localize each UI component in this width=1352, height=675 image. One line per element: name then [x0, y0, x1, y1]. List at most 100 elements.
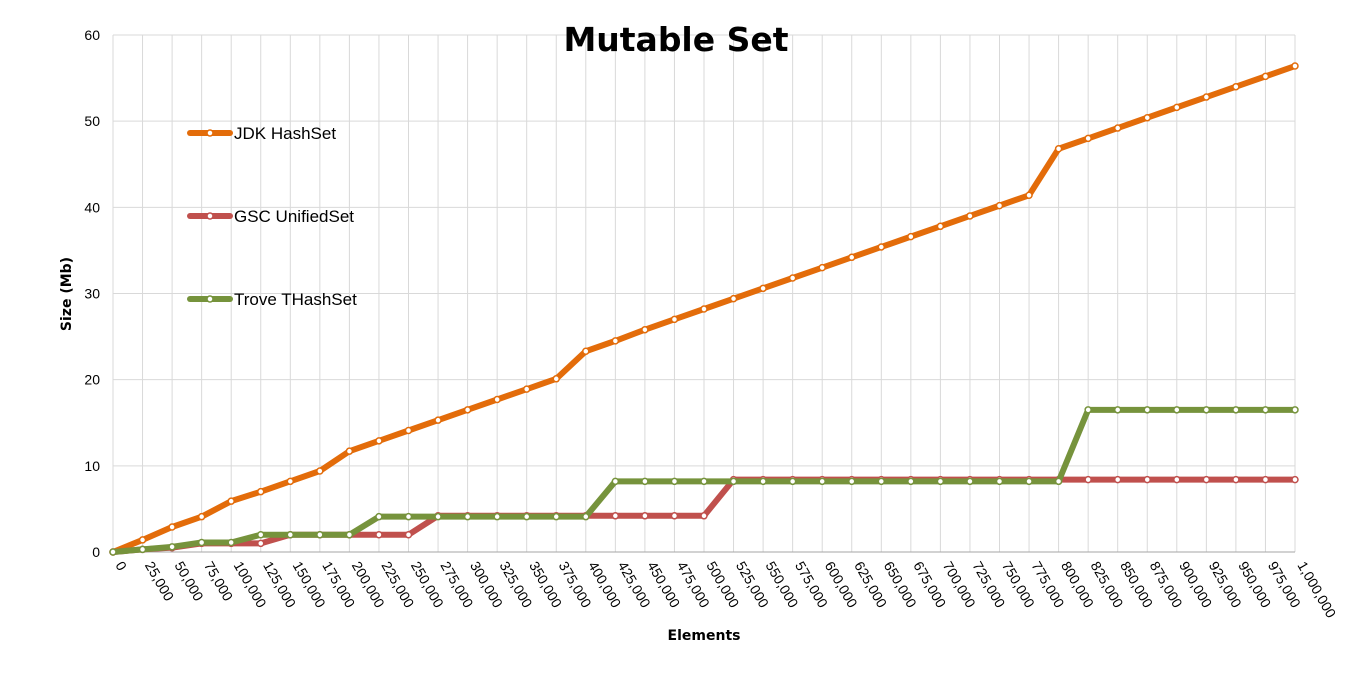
- x-tick-label: 1,000,000: [1294, 559, 1339, 621]
- data-point: [286, 477, 295, 486]
- data-point: [1054, 144, 1063, 153]
- data-point: [995, 477, 1004, 486]
- data-point: [316, 467, 324, 475]
- y-tick-label: 10: [84, 458, 100, 474]
- data-point: [936, 477, 945, 486]
- data-point: [1261, 72, 1270, 81]
- data-point: [109, 548, 117, 556]
- data-point: [316, 531, 324, 539]
- data-point: [257, 487, 265, 496]
- data-point: [375, 512, 383, 521]
- data-point: [1261, 406, 1270, 414]
- data-point: [434, 416, 442, 424]
- data-point: [611, 337, 620, 345]
- data-point: [493, 512, 501, 521]
- data-point: [522, 512, 531, 521]
- data-point: [641, 477, 649, 486]
- x-tick-labels: 0 25,00050,00075,000100,000125,000150,000…: [112, 559, 1339, 621]
- data-point: [848, 253, 856, 262]
- data-point: [1084, 134, 1092, 143]
- data-point: [1202, 93, 1211, 101]
- data-point: [286, 531, 295, 539]
- data-point: [936, 222, 945, 231]
- data-point: [1291, 475, 1299, 484]
- legend-entry: Trove THashSet: [187, 290, 357, 309]
- data-point: [1113, 124, 1122, 132]
- series-lines: [109, 62, 1299, 556]
- x-tick-label: 0: [112, 559, 130, 574]
- data-point: [670, 315, 679, 324]
- data-point: [1232, 406, 1240, 414]
- data-point: [404, 531, 413, 539]
- data-point: [848, 477, 856, 486]
- y-axis-title: Size (Mb): [59, 257, 75, 331]
- data-point: [641, 512, 649, 520]
- data-point: [818, 263, 826, 272]
- data-point: [404, 426, 413, 435]
- data-point: [1173, 406, 1181, 414]
- data-point: [1291, 406, 1299, 414]
- data-point: [759, 477, 767, 486]
- data-point: [1084, 406, 1092, 414]
- legend-marker: [206, 129, 214, 137]
- data-point: [700, 477, 708, 486]
- data-point: [463, 406, 472, 414]
- data-point: [877, 243, 886, 251]
- data-point: [729, 477, 738, 486]
- data-point: [1143, 475, 1151, 484]
- data-point: [1202, 475, 1211, 484]
- data-point: [1202, 406, 1211, 414]
- data-point: [168, 523, 176, 531]
- data-point: [582, 347, 590, 355]
- gridlines: [112, 34, 1296, 553]
- chart-title: Mutable Set: [563, 20, 788, 59]
- legend-marker: [206, 212, 214, 220]
- data-point: [522, 385, 531, 393]
- y-tick-label: 50: [84, 113, 100, 129]
- data-point: [493, 395, 501, 404]
- data-point: [1173, 103, 1181, 112]
- data-point: [729, 294, 738, 303]
- y-tick-label: 60: [84, 27, 100, 43]
- data-point: [1232, 475, 1240, 484]
- data-point: [1113, 475, 1122, 484]
- data-point: [138, 545, 147, 554]
- data-point: [611, 512, 620, 520]
- series-2: [109, 406, 1299, 556]
- data-point: [1143, 406, 1151, 414]
- data-point: [700, 305, 708, 313]
- legend-label: GSC UnifiedSet: [234, 207, 354, 226]
- data-point: [788, 477, 797, 486]
- data-point: [1054, 477, 1063, 486]
- data-point: [552, 375, 560, 383]
- data-point: [1173, 475, 1181, 484]
- data-point: [818, 477, 826, 486]
- data-point: [1261, 475, 1270, 484]
- legend-label: JDK HashSet: [234, 124, 336, 143]
- data-point: [345, 531, 354, 539]
- series-0: [109, 62, 1299, 556]
- data-point: [138, 536, 147, 544]
- data-point: [1113, 406, 1122, 414]
- data-point: [168, 543, 176, 551]
- y-tick-labels: 0 10 20 30 40 50 60: [84, 27, 100, 560]
- data-point: [345, 447, 354, 455]
- x-axis-title: Elements: [668, 628, 741, 644]
- data-point: [1291, 62, 1299, 70]
- legend-marker: [206, 295, 214, 303]
- legend-entry: JDK HashSet: [187, 124, 336, 143]
- data-point: [995, 201, 1004, 210]
- data-point: [1025, 191, 1033, 200]
- y-tick-label: 30: [84, 286, 100, 302]
- data-point: [375, 437, 383, 445]
- data-point: [966, 212, 974, 220]
- data-point: [1084, 475, 1092, 484]
- data-point: [907, 232, 915, 241]
- data-point: [641, 325, 649, 334]
- y-tick-label: 0: [92, 544, 100, 560]
- data-point: [670, 512, 679, 520]
- data-point: [788, 274, 797, 282]
- data-point: [375, 531, 383, 539]
- data-point: [257, 531, 265, 539]
